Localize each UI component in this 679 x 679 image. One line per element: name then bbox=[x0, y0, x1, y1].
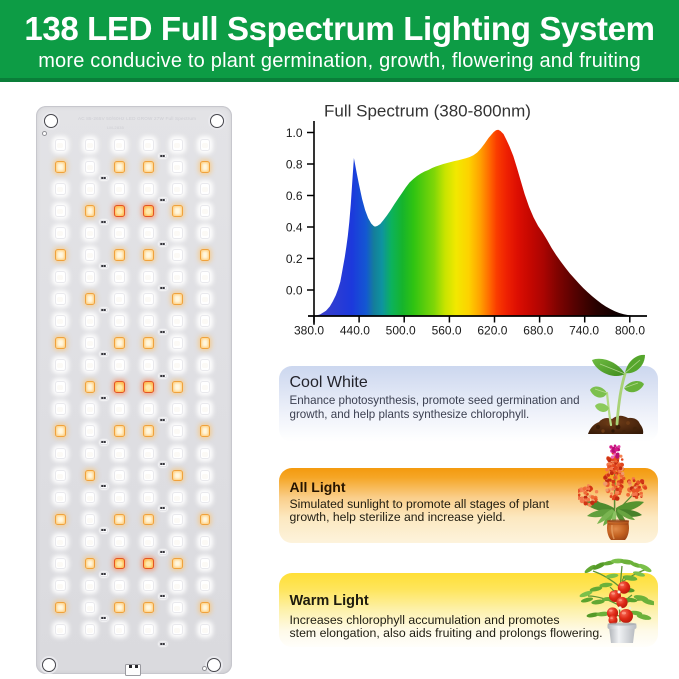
svg-text:0.0: 0.0 bbox=[286, 284, 303, 298]
svg-text:1.0: 1.0 bbox=[286, 126, 303, 140]
svg-text:440.0: 440.0 bbox=[340, 324, 370, 338]
svg-text:Full Spectrum (380-800nm): Full Spectrum (380-800nm) bbox=[324, 102, 531, 121]
svg-text:680.0: 680.0 bbox=[523, 324, 553, 338]
svg-text:740.0: 740.0 bbox=[569, 324, 599, 338]
svg-text:0.8: 0.8 bbox=[286, 158, 303, 172]
svg-text:380.0: 380.0 bbox=[294, 324, 324, 338]
svg-text:800.0: 800.0 bbox=[615, 324, 645, 338]
svg-text:500.0: 500.0 bbox=[386, 324, 416, 338]
svg-text:620.0: 620.0 bbox=[477, 324, 507, 338]
svg-text:0.6: 0.6 bbox=[286, 189, 303, 203]
svg-text:560.0: 560.0 bbox=[432, 324, 462, 338]
svg-text:0.4: 0.4 bbox=[286, 221, 303, 235]
svg-text:0.2: 0.2 bbox=[286, 252, 303, 266]
